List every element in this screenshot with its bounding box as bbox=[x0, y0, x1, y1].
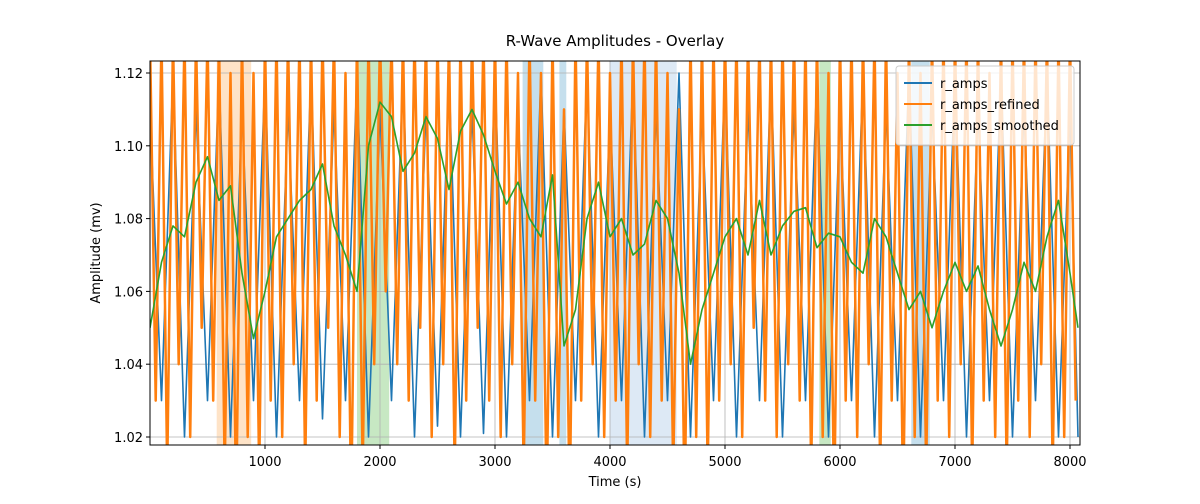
chart-title: R-Wave Amplitudes - Overlay bbox=[506, 32, 725, 50]
x-tick-label: 7000 bbox=[938, 455, 971, 470]
y-tick-label: 1.02 bbox=[114, 431, 143, 446]
x-axis-label: Time (s) bbox=[588, 475, 642, 490]
x-tick-label: 1000 bbox=[248, 455, 281, 470]
legend: r_amps r_amps_refined r_amps_smoothed bbox=[895, 65, 1075, 146]
x-tick-label: 8000 bbox=[1053, 455, 1086, 470]
legend-box bbox=[895, 65, 1075, 146]
y-tick-label: 1.08 bbox=[114, 213, 143, 228]
x-tick-label: 3000 bbox=[478, 455, 511, 470]
y-tick-label: 1.04 bbox=[114, 358, 143, 373]
axes: 1000 2000 3000 4000 5000 6000 7000 8000 1.02 1.04… bbox=[114, 67, 1086, 470]
x-tick-label: 6000 bbox=[823, 455, 856, 470]
series-line bbox=[150, 72, 1079, 438]
y-axis-label: Amplitude (mv) bbox=[89, 202, 104, 303]
legend-label: r_amps_smoothed bbox=[940, 119, 1059, 134]
shaded-span bbox=[559, 61, 567, 445]
x-tick-label: 5000 bbox=[708, 455, 741, 470]
y-tick-label: 1.06 bbox=[114, 285, 143, 300]
x-tick-label: 2000 bbox=[363, 455, 396, 470]
axes-frame bbox=[149, 60, 1081, 446]
legend-label: r_amps_refined bbox=[940, 98, 1040, 113]
plot-area bbox=[150, 61, 1080, 445]
y-tick-label: 1.12 bbox=[114, 67, 143, 82]
legend-label: r_amps bbox=[940, 77, 988, 92]
x-tick-label: 4000 bbox=[593, 455, 626, 470]
series-line bbox=[150, 101, 1079, 365]
y-tick-label: 1.10 bbox=[114, 140, 143, 155]
